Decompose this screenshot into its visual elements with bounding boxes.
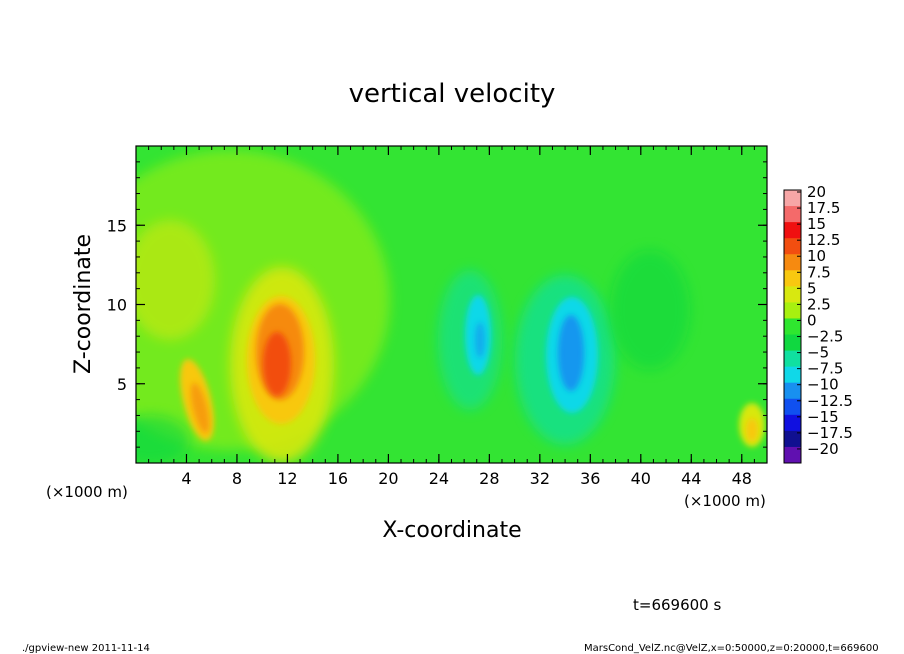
x-tick-label: 32: [530, 469, 550, 488]
colorbar-swatch: [784, 238, 801, 255]
colorbar-swatch: [784, 334, 801, 352]
colorbar-tick-label: −12.5: [807, 392, 853, 410]
chart-title: vertical velocity: [349, 79, 556, 109]
colorbar-swatch: [784, 190, 801, 207]
x-axis-label: X-coordinate: [382, 518, 521, 543]
x-tick-label: 8: [232, 469, 242, 488]
colorbar-swatch: [784, 446, 801, 464]
colorbar-swatch: [784, 254, 801, 271]
colorbar-swatch: [784, 270, 801, 287]
x-tick-label: 36: [580, 469, 600, 488]
y-tick-label: 5: [117, 375, 127, 394]
colorbar-swatch: [784, 222, 801, 239]
x-unit-right: (×1000 m): [684, 492, 766, 510]
colorbar-tick-label: 12.5: [807, 231, 840, 249]
colorbar-tick-label: 0: [807, 311, 817, 329]
colorbar-tick-label: −17.5: [807, 424, 853, 442]
colorbar-tick-label: 17.5: [807, 199, 840, 217]
colorbar-swatch: [784, 206, 801, 223]
colorbar-tick-label: 7.5: [807, 263, 831, 281]
x-axis: 4 8 12 16 20 24 28 32 36 40 44 48: [148, 146, 755, 488]
x-tick-label: 12: [277, 469, 297, 488]
y-axis-label: Z-coordinate: [71, 234, 96, 374]
colorbar: 2017.51512.5107.552.50−2.5−5−7.5−10−12.5…: [783, 183, 853, 464]
colorbar-tick-label: −7.5: [807, 360, 843, 378]
colorbar-tick-label: 15: [807, 215, 826, 233]
colorbar-swatch: [784, 286, 801, 303]
colorbar-tick-label: 20: [807, 183, 826, 201]
x-unit-left: (×1000 m): [46, 483, 128, 501]
x-tick-label: 20: [378, 469, 398, 488]
footer-right: MarsCond_VelZ.nc@VelZ,x=0:50000,z=0:2000…: [584, 643, 879, 654]
colorbar-frame: [783, 189, 802, 464]
x-tick-label: 48: [732, 469, 752, 488]
x-tick-label: 40: [631, 469, 651, 488]
colorbar-swatch: [784, 398, 801, 416]
x-tick-label: 16: [328, 469, 348, 488]
colorbar-swatch: [784, 350, 801, 368]
colorbar-tick-label: 10: [807, 247, 826, 265]
colorbar-swatch: [784, 366, 801, 384]
y-tick-label: 10: [107, 296, 127, 315]
footer-left: ./gpview-new 2011-11-14: [22, 643, 150, 654]
colorbar-swatch: [784, 414, 801, 432]
colorbar-swatch: [784, 430, 801, 448]
colorbar-tick-label: 2.5: [807, 295, 831, 313]
colorbar-tick-label: −15: [807, 408, 839, 426]
x-tick-label: 4: [181, 469, 191, 488]
y-axis: 5 10 15: [107, 161, 767, 448]
colorbar-swatch: [784, 382, 801, 400]
x-tick-label: 44: [681, 469, 701, 488]
colorbar-tick-label: −10: [807, 376, 839, 394]
time-annotation: t=669600 s: [633, 596, 721, 614]
colorbar-tick-label: −2.5: [807, 328, 843, 346]
colorbar-tick-label: −5: [807, 344, 829, 362]
y-tick-label: 15: [107, 216, 127, 235]
x-tick-label: 24: [429, 469, 449, 488]
colorbar-swatch: [784, 302, 801, 319]
heatmap-field: [136, 146, 767, 463]
colorbar-swatch: [784, 318, 801, 336]
colorbar-tick-label: 5: [807, 279, 817, 297]
x-tick-label: 28: [479, 469, 499, 488]
colorbar-tick-label: −20: [807, 440, 839, 458]
